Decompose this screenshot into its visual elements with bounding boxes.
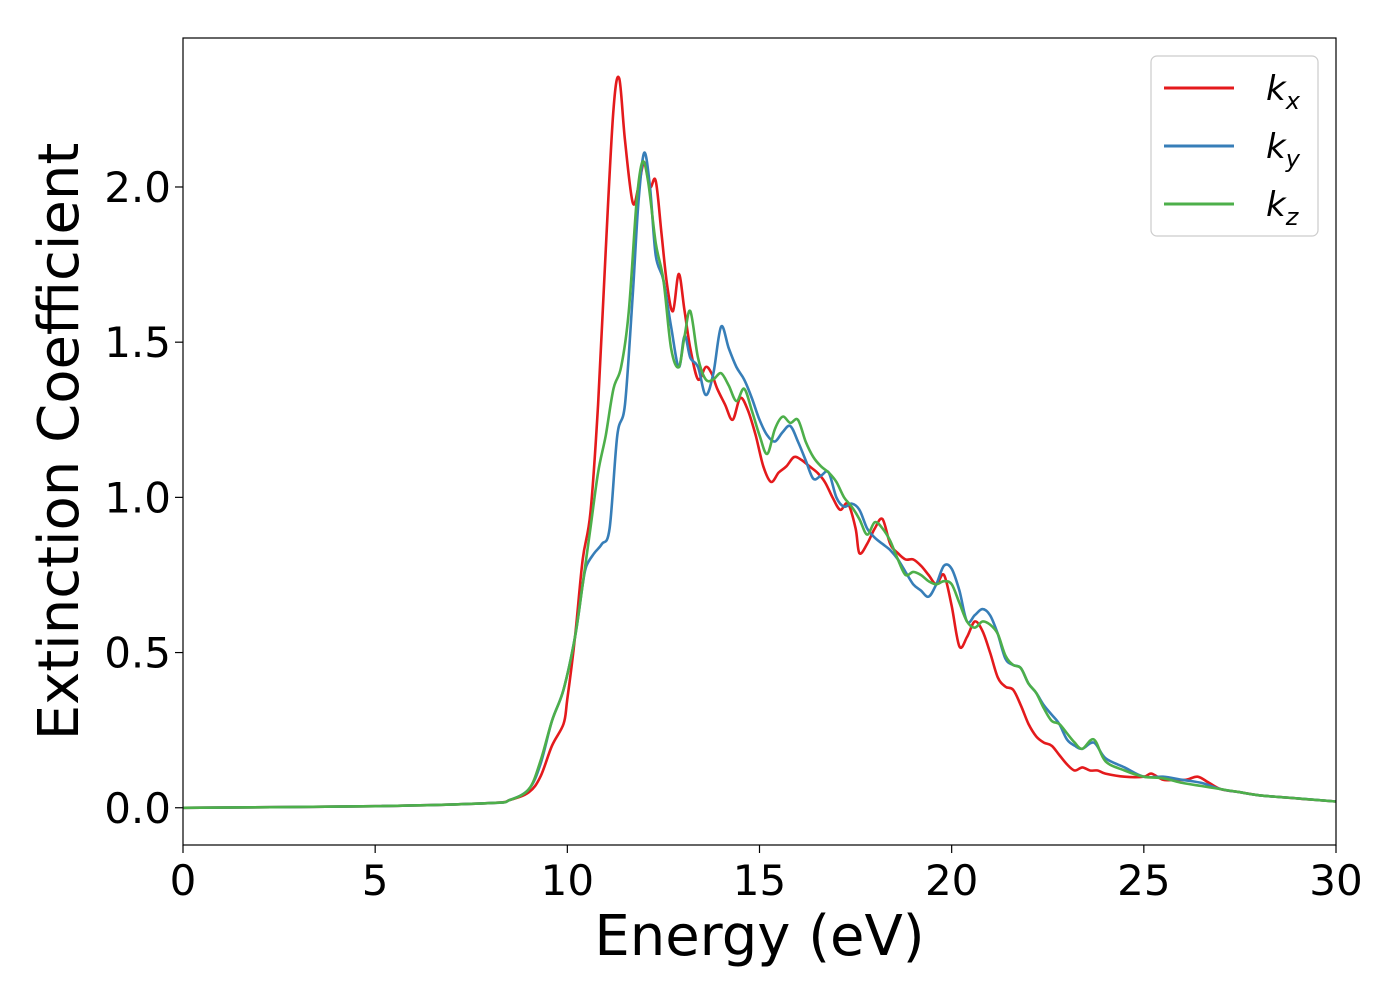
legend-label-subscript: z — [1285, 203, 1300, 231]
legend-label-subscript: y — [1285, 145, 1301, 173]
y-axis-title: Extinction Coefficient — [27, 143, 92, 741]
y-tick-label: 0.0 — [104, 784, 171, 833]
y-tick-label: 1.0 — [104, 473, 171, 522]
plot-frame — [182, 37, 1337, 846]
y-tick-label: 0.5 — [104, 629, 171, 678]
legend-label-k-z: kz — [1266, 185, 1300, 231]
x-axis-title: Energy (eV) — [594, 904, 924, 969]
y-axis-ticks: 0.0 0.5 1.0 1.5 2.0 — [104, 163, 183, 833]
x-axis-ticks: 0 5 10 15 20 25 30 — [170, 845, 1363, 905]
series-line-k-z — [183, 160, 1336, 810]
y-tick-label: 2.0 — [104, 163, 171, 212]
legend-box — [1150, 55, 1319, 237]
x-tick-label: 20 — [925, 856, 978, 905]
x-tick-label: 25 — [1117, 856, 1170, 905]
plot-area — [183, 75, 1336, 810]
x-tick-label: 0 — [170, 856, 197, 905]
legend-label-base: k — [1266, 69, 1287, 109]
x-tick-label: 5 — [362, 856, 389, 905]
legend-label-base: k — [1266, 185, 1287, 225]
legend-label-base: k — [1266, 127, 1287, 167]
y-tick-label: 1.5 — [104, 318, 171, 367]
legend-label-k-y: ky — [1266, 127, 1301, 173]
x-tick-label: 30 — [1309, 856, 1362, 905]
legend-label-k-x: kx — [1266, 69, 1301, 115]
legend-label-subscript: x — [1285, 87, 1301, 115]
x-tick-label: 10 — [541, 856, 594, 905]
x-tick-label: 15 — [733, 856, 786, 905]
